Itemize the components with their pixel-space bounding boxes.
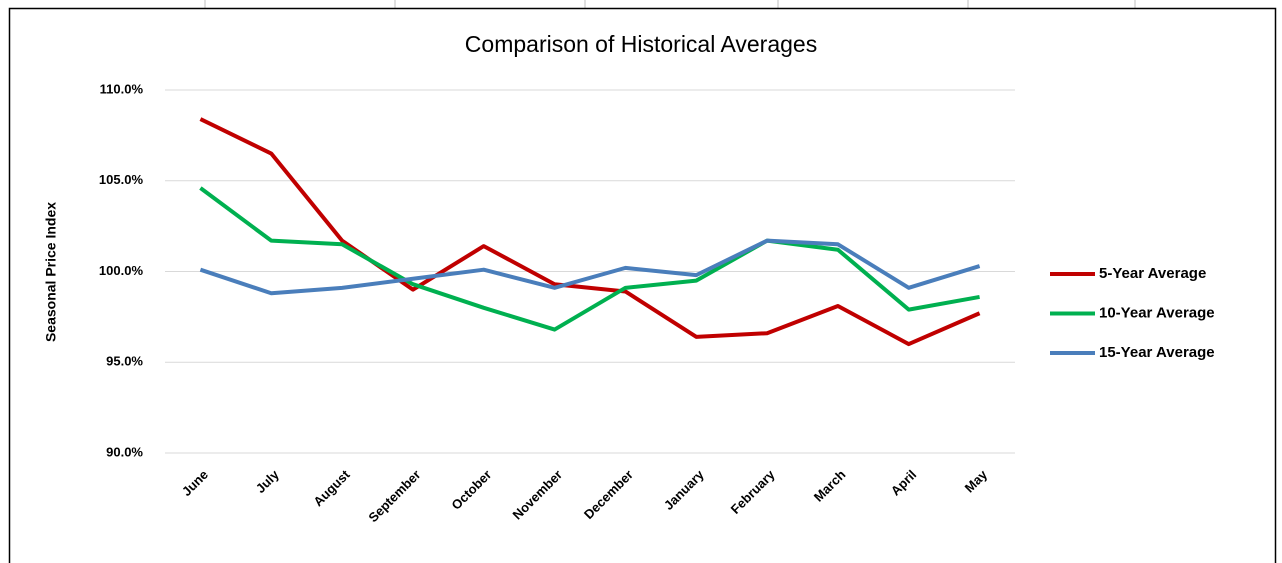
y-tick-label: 105.0% xyxy=(99,172,144,187)
legend-label: 10-Year Average xyxy=(1099,304,1215,321)
y-tick-label: 110.0% xyxy=(100,81,144,96)
sheet-gridlines xyxy=(204,0,1136,8)
y-axis-label: Seasonal Price Index xyxy=(43,202,59,342)
line-series xyxy=(199,117,981,347)
legend-label: 15-Year Average xyxy=(1099,344,1215,361)
line-series xyxy=(199,186,980,332)
y-tick-label: 95.0% xyxy=(106,354,143,369)
chart-title: Comparison of Historical Averages xyxy=(465,31,817,57)
y-tick-label: 100.0% xyxy=(99,263,144,278)
line-series xyxy=(199,238,981,296)
legend-label: 5-Year Average xyxy=(1099,265,1206,282)
y-tick-label: 90.0% xyxy=(106,444,143,459)
